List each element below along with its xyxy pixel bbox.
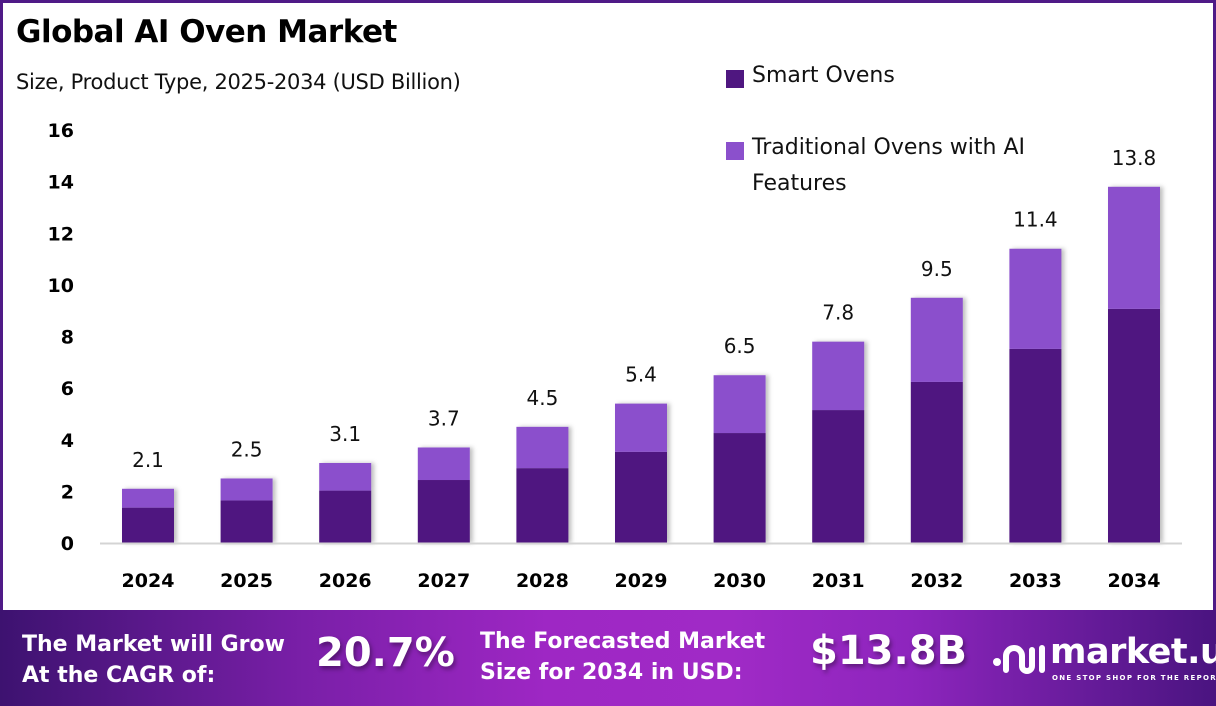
legend-label-line2: Features <box>752 171 847 196</box>
y-tick-label: 6 <box>61 378 74 400</box>
bar-segment-traditional-ovens <box>910 297 963 382</box>
footer-banner: The Market will Grow At the CAGR of: 20.… <box>0 610 1216 706</box>
chart-subtitle: Size, Product Type, 2025-2034 (USD Billi… <box>16 70 461 94</box>
bar-stack-2032 <box>910 297 963 543</box>
bar-segment-traditional-ovens <box>220 478 273 501</box>
y-tick-label: 14 <box>48 172 74 194</box>
x-tick-label: 2031 <box>812 570 865 592</box>
bar-segment-traditional-ovens <box>122 488 174 508</box>
bar-stack-2033 <box>1009 248 1062 543</box>
y-tick-label: 10 <box>48 275 74 297</box>
forecast-text-line2: Size for 2034 in USD: <box>480 660 743 685</box>
legend-label-line1: Traditional Ovens with AI <box>752 135 1026 160</box>
x-tick-label: 2029 <box>615 570 668 592</box>
x-tick-label: 2034 <box>1108 570 1161 592</box>
y-tick-label: 8 <box>61 327 74 349</box>
legend-swatch-smart-ovens <box>726 70 744 88</box>
cagr-text: The Market will Grow At the CAGR of: <box>22 629 285 691</box>
bar-segment-smart-ovens <box>122 507 174 543</box>
total-value-label: 9.5 <box>921 257 953 281</box>
total-value-label: 3.7 <box>428 406 460 430</box>
total-value-label: 7.8 <box>822 301 854 325</box>
bar-segment-smart-ovens <box>1009 348 1062 543</box>
logo-wordmark: market.us <box>1050 632 1216 672</box>
total-value-label: 5.4 <box>625 363 657 387</box>
bar-segment-smart-ovens <box>812 410 865 543</box>
bar-stack-2025 <box>220 478 273 543</box>
x-tick-label: 2030 <box>713 570 766 592</box>
x-tick-label: 2025 <box>220 570 273 592</box>
x-tick-label: 2026 <box>319 570 372 592</box>
bar-segment-traditional-ovens <box>1009 248 1062 349</box>
bar-stack-2024 <box>122 488 174 543</box>
legend-swatch-traditional-ovens <box>726 142 744 160</box>
bar-segment-smart-ovens <box>516 468 569 543</box>
bar-segment-traditional-ovens <box>417 447 470 481</box>
y-tick-label: 0 <box>61 533 74 555</box>
bar-segment-traditional-ovens <box>615 403 667 452</box>
bar-segment-traditional-ovens <box>812 341 865 411</box>
y-tick-label: 12 <box>48 223 74 245</box>
total-value-label: 2.1 <box>132 448 164 472</box>
market-us-logo-icon <box>993 645 1045 674</box>
bar-segment-smart-ovens <box>220 500 273 543</box>
y-axis: 0 2 4 6 8 10 12 14 16 <box>48 120 74 555</box>
bar-stack-2026 <box>319 462 372 543</box>
total-value-label: 3.1 <box>329 422 361 446</box>
x-tick-label: 2027 <box>417 570 470 592</box>
bar-stack-2031 <box>812 341 865 543</box>
cagr-value: 20.7% <box>316 630 455 676</box>
bar-stack-2034 <box>1108 186 1160 543</box>
legend-item-smart-ovens: Smart Ovens <box>726 63 895 94</box>
bar-stack-2029 <box>615 403 667 543</box>
chart-title: Global AI Oven Market <box>16 14 397 50</box>
bar-stack-2030 <box>713 375 766 543</box>
logo-tagline: ONE STOP SHOP FOR THE REPORTS <box>1052 674 1216 682</box>
y-tick-label: 2 <box>61 481 74 503</box>
x-tick-label: 2032 <box>910 570 963 592</box>
bar-segment-traditional-ovens <box>713 375 766 434</box>
total-value-label: 2.5 <box>231 437 263 461</box>
legend-label: Smart Ovens <box>752 63 895 88</box>
x-axis: 2024 2025 2026 2027 2028 2029 2030 2031 2032 2033… <box>122 570 1161 592</box>
y-tick-label: 16 <box>48 120 74 142</box>
x-tick-label: 2033 <box>1009 570 1062 592</box>
total-value-label: 11.4 <box>1013 208 1058 232</box>
y-tick-label: 4 <box>61 430 74 452</box>
bar-segment-smart-ovens <box>417 480 470 543</box>
bar-segment-traditional-ovens <box>1108 186 1160 309</box>
cagr-text-line1: The Market will Grow <box>22 632 285 657</box>
bar-segment-traditional-ovens <box>319 462 372 491</box>
total-labels: 2.1 2.5 3.1 3.7 4.5 5.4 6.5 7.8 9.5 11.4 13.8 <box>132 146 1156 472</box>
bar-segment-smart-ovens <box>910 381 963 543</box>
cagr-text-line2: At the CAGR of: <box>22 663 216 688</box>
x-tick-label: 2028 <box>516 570 569 592</box>
market-us-logo[interactable]: market.us ONE STOP SHOP FOR THE REPORTS <box>992 632 1216 682</box>
total-value-label: 13.8 <box>1112 146 1157 170</box>
bar-segment-smart-ovens <box>319 490 372 543</box>
bar-stack-2027 <box>417 447 470 543</box>
bars-group <box>122 186 1160 543</box>
bar-segment-smart-ovens <box>615 451 667 543</box>
forecast-text-line1: The Forecasted Market <box>480 629 766 654</box>
total-value-label: 4.5 <box>526 386 558 410</box>
legend-item-traditional-ovens: Traditional Ovens with AI Features <box>726 135 1025 202</box>
bar-segment-smart-ovens <box>713 433 766 543</box>
forecast-text: The Forecasted Market Size for 2034 in U… <box>480 626 765 688</box>
total-value-label: 6.5 <box>724 334 756 358</box>
forecast-value: $13.8B <box>810 628 968 674</box>
bar-segment-traditional-ovens <box>516 426 569 469</box>
x-tick-label: 2024 <box>122 570 175 592</box>
legend-label: Traditional Ovens with AI Features <box>752 130 1025 202</box>
bar-segment-smart-ovens <box>1108 308 1160 543</box>
bar-stack-2028 <box>516 426 569 543</box>
